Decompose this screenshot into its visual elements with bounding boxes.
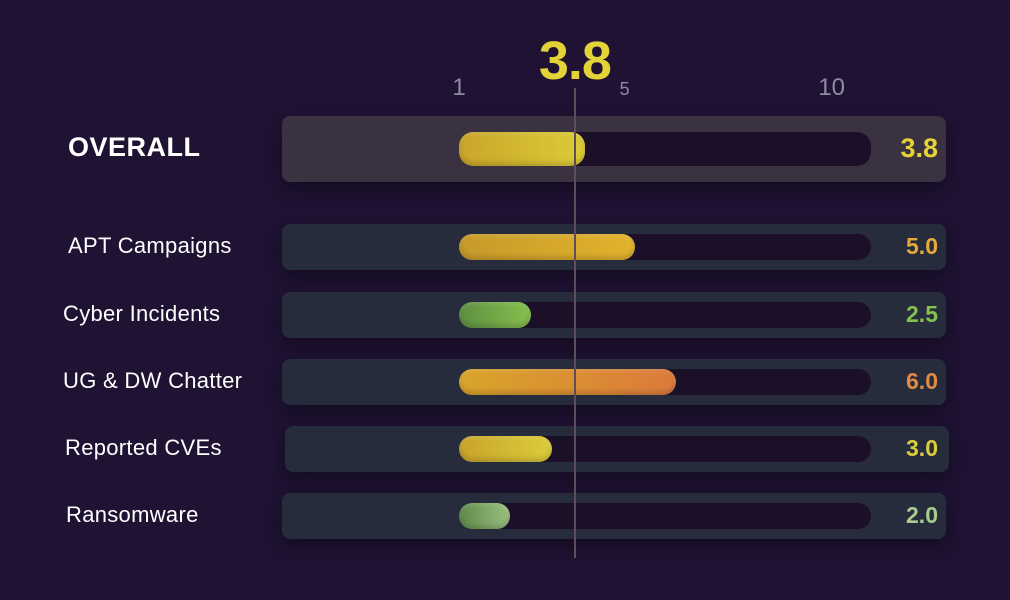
axis-tick-label: 1 xyxy=(452,74,466,101)
bar-fill xyxy=(459,503,511,529)
marker-value-label: 3.8 xyxy=(538,31,612,91)
axis-tick-label: 10 xyxy=(818,74,845,101)
marker-line xyxy=(573,88,576,558)
category-value-label: 2.0 xyxy=(906,502,938,528)
axis-tick-label: 5 xyxy=(619,79,630,99)
category-label: UG & DW Chatter xyxy=(63,368,243,393)
bar-fill xyxy=(459,302,532,328)
bar-track xyxy=(459,503,871,529)
category-label: APT Campaigns xyxy=(68,233,232,258)
category-value-label: 3.0 xyxy=(906,435,938,461)
category-value-label: 2.5 xyxy=(906,301,938,327)
bar-fill xyxy=(459,369,676,395)
bar-fill xyxy=(459,234,635,260)
category-label: Ransomware xyxy=(66,502,199,527)
category-label: Cyber Incidents xyxy=(63,301,221,326)
overall-value-label: 3.8 xyxy=(900,133,938,163)
category-value-label: 6.0 xyxy=(906,368,938,394)
bar-fill xyxy=(459,132,585,166)
bar-fill xyxy=(459,436,552,462)
category-label: Reported CVEs xyxy=(65,435,222,460)
category-value-label: 5.0 xyxy=(906,233,938,259)
overall-label: OVERALL xyxy=(68,132,201,162)
